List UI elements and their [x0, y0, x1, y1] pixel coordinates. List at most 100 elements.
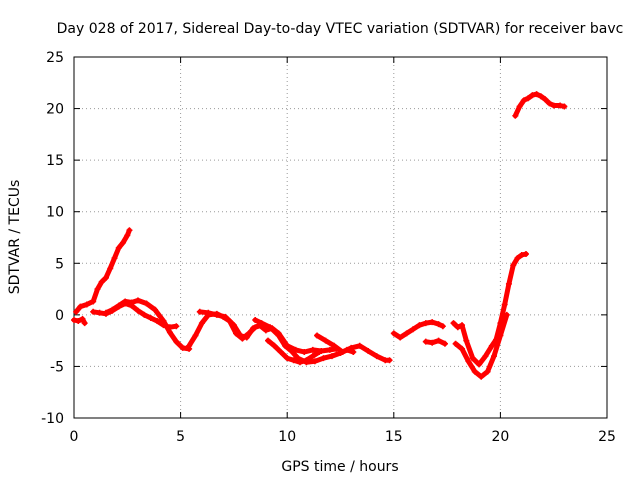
x-tick-label: 0 — [70, 429, 79, 445]
data-point — [326, 346, 333, 353]
data-point — [75, 318, 82, 325]
data-point — [107, 265, 114, 272]
data-point — [550, 102, 557, 109]
data-point — [186, 342, 193, 349]
x-tick-label: 10 — [278, 429, 296, 445]
series-arc-2 — [73, 227, 133, 315]
data-point — [520, 97, 527, 104]
data-point — [124, 232, 131, 239]
data-point — [243, 334, 250, 341]
y-tick-label: -5 — [50, 359, 64, 375]
data-point — [316, 348, 323, 355]
data-point — [77, 303, 84, 310]
series-arc-8 — [265, 337, 323, 366]
data-point — [409, 326, 416, 333]
data-point — [482, 353, 489, 360]
data-point — [109, 306, 116, 313]
data-point — [488, 342, 495, 349]
x-tick-label: 20 — [491, 429, 509, 445]
data-point — [465, 358, 472, 365]
data-point — [484, 368, 491, 375]
series-arc-13 — [452, 311, 510, 380]
data-point — [192, 332, 199, 339]
x-tick-label: 5 — [176, 429, 185, 445]
series-arc-1 — [71, 315, 88, 327]
data-point — [512, 112, 519, 119]
series-arc-14 — [512, 91, 568, 119]
series-arc-4 — [102, 297, 193, 352]
data-point — [262, 327, 269, 334]
data-point — [152, 306, 159, 313]
data-point — [83, 301, 90, 308]
data-point — [81, 320, 88, 327]
data-point — [94, 286, 101, 293]
data-point — [196, 308, 203, 315]
data-point — [557, 102, 564, 109]
data-point — [120, 239, 127, 246]
plot-frame — [73, 56, 608, 419]
data-point — [422, 338, 429, 345]
data-point — [429, 319, 436, 326]
data-point — [386, 357, 393, 364]
data-point — [416, 322, 423, 329]
data-point — [529, 92, 536, 99]
data-point — [322, 337, 329, 344]
data-point — [311, 358, 318, 365]
series-line — [423, 338, 448, 347]
data-point — [271, 342, 278, 349]
data-point — [213, 311, 220, 318]
data-point — [533, 91, 540, 98]
y-tick-label: 0 — [55, 308, 64, 324]
data-point — [450, 320, 457, 327]
data-point — [111, 255, 118, 262]
data-point — [439, 323, 446, 330]
data-point — [205, 309, 212, 316]
data-point — [469, 355, 476, 362]
data-point — [98, 278, 105, 285]
data-point — [459, 345, 466, 352]
data-point — [237, 332, 244, 339]
series-line — [314, 333, 392, 363]
data-point — [514, 255, 521, 262]
data-point — [73, 308, 80, 315]
series-layer — [71, 91, 568, 380]
data-point — [267, 324, 274, 331]
data-point — [537, 93, 544, 100]
x-tick-label: 15 — [385, 429, 403, 445]
series-arc-11 — [422, 337, 448, 347]
data-point — [356, 342, 363, 349]
data-point — [397, 334, 404, 341]
data-point — [429, 339, 436, 346]
data-point — [525, 95, 532, 102]
data-point — [90, 308, 97, 315]
data-point — [403, 330, 410, 337]
data-point — [282, 342, 289, 349]
data-point — [454, 324, 461, 331]
series-line — [391, 319, 446, 340]
data-point — [503, 311, 510, 318]
data-point — [373, 353, 380, 360]
data-point — [365, 347, 372, 354]
data-point — [435, 321, 442, 328]
data-point — [90, 298, 97, 305]
series-arc-9 — [314, 332, 393, 364]
y-tick-label: 20 — [46, 102, 64, 118]
data-point — [96, 309, 103, 316]
data-point — [173, 323, 180, 330]
data-point — [122, 298, 129, 305]
data-point — [459, 322, 466, 329]
data-point — [497, 332, 504, 339]
data-point — [303, 357, 310, 364]
data-point — [471, 368, 478, 375]
y-tick-label: 10 — [46, 205, 64, 221]
data-point — [179, 344, 186, 351]
data-point — [350, 348, 357, 355]
data-point — [277, 348, 284, 355]
data-point — [79, 315, 86, 322]
ticks-layer: 0 5 10 15 20 25 -10 -5 0 5 10 15 20 25 — [41, 50, 616, 445]
data-point — [546, 100, 553, 107]
y-tick-label: -10 — [41, 411, 64, 427]
data-point — [542, 96, 549, 103]
x-axis-label: GPS time / hours — [281, 459, 398, 475]
